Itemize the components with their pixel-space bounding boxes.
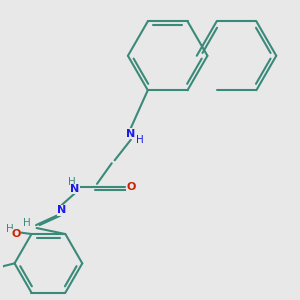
Text: N: N	[70, 184, 80, 194]
Text: H: H	[23, 218, 31, 228]
Text: H: H	[68, 177, 76, 188]
Text: O: O	[127, 182, 136, 192]
Text: H: H	[5, 224, 13, 234]
Text: N: N	[126, 129, 136, 139]
Text: O: O	[11, 229, 21, 239]
Text: N: N	[57, 206, 66, 215]
Text: H: H	[136, 135, 144, 145]
